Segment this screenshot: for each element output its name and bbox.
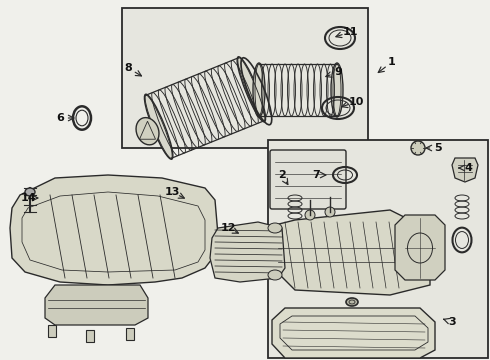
Polygon shape [45, 285, 148, 325]
Polygon shape [275, 210, 430, 295]
Text: 2: 2 [278, 170, 286, 180]
Text: 1: 1 [388, 57, 396, 67]
Ellipse shape [411, 141, 425, 155]
Polygon shape [395, 215, 445, 280]
Polygon shape [10, 175, 218, 285]
Ellipse shape [331, 63, 343, 117]
Ellipse shape [305, 210, 315, 220]
Ellipse shape [136, 118, 159, 145]
Ellipse shape [268, 270, 282, 280]
Ellipse shape [253, 63, 265, 117]
Text: 7: 7 [312, 170, 320, 180]
Ellipse shape [268, 223, 282, 233]
Text: 11: 11 [342, 27, 358, 37]
Ellipse shape [237, 57, 266, 122]
Text: 4: 4 [464, 163, 472, 173]
FancyBboxPatch shape [270, 150, 346, 209]
Bar [122, 8, 368, 148]
Polygon shape [272, 308, 435, 358]
Polygon shape [210, 222, 285, 282]
Polygon shape [452, 158, 478, 182]
Text: 8: 8 [124, 63, 132, 73]
Bar [126, 328, 134, 340]
Bar [268, 140, 488, 358]
Text: 13: 13 [164, 187, 180, 197]
Ellipse shape [145, 94, 173, 159]
Ellipse shape [325, 207, 335, 217]
Bar [86, 330, 94, 342]
Ellipse shape [25, 188, 35, 196]
Text: 6: 6 [56, 113, 64, 123]
Text: 3: 3 [448, 317, 456, 327]
Text: 12: 12 [220, 223, 236, 233]
Bar [48, 325, 56, 337]
Text: 14: 14 [20, 193, 36, 203]
Text: 9: 9 [334, 67, 342, 77]
Text: 5: 5 [434, 143, 442, 153]
Ellipse shape [346, 298, 358, 306]
Text: 10: 10 [348, 97, 364, 107]
